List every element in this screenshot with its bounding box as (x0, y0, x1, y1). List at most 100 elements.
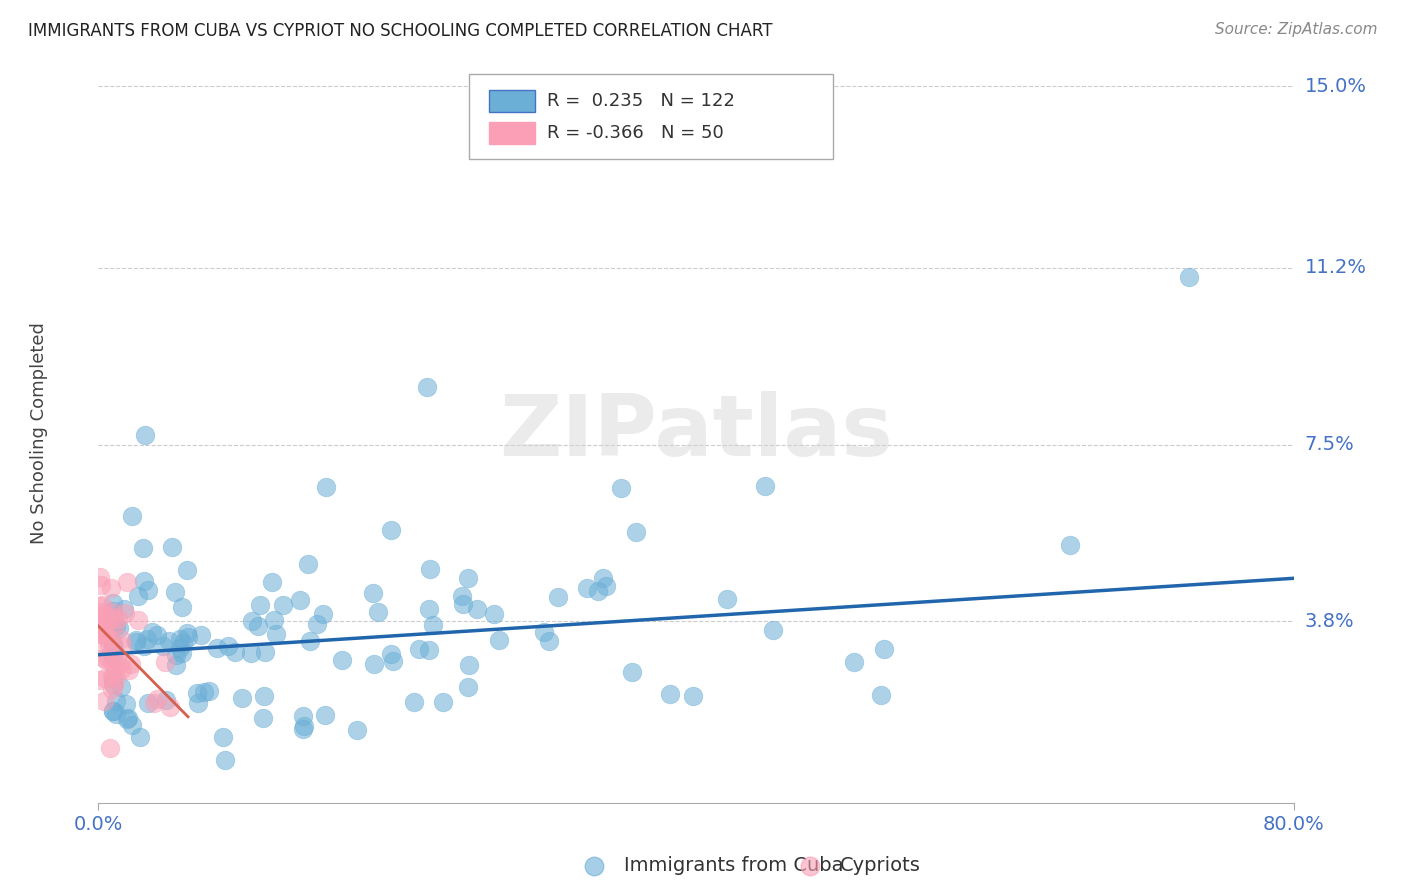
Point (136, 632, 159, 646)
Point (404, 695, 426, 709)
Point (1059, 537, 1081, 551)
Point (103, 677, 125, 691)
Point (90, 577, 112, 591)
Text: IMMIGRANTS FROM CUBA VS CYPRIOT NO SCHOOLING COMPLETED CORRELATION CHART: IMMIGRANTS FROM CUBA VS CYPRIOT NO SCHOO… (28, 22, 773, 40)
Point (299, 633, 322, 648)
Text: 11.2%: 11.2% (1305, 259, 1367, 277)
Point (93, 624, 115, 638)
Point (115, 575, 138, 590)
Point (89, 615, 111, 630)
Point (187, 696, 209, 710)
Point (621, 665, 644, 679)
Point (103, 671, 125, 685)
Point (262, 574, 284, 589)
Point (121, 718, 143, 732)
Point (246, 619, 269, 633)
Point (451, 597, 474, 611)
Point (231, 691, 253, 706)
Point (488, 632, 510, 647)
Point (101, 605, 124, 619)
FancyBboxPatch shape (489, 121, 534, 144)
Point (314, 707, 336, 722)
Point (93, 693, 115, 707)
Point (103, 596, 125, 610)
Point (132, 541, 155, 556)
Point (112, 601, 135, 615)
Point (422, 618, 444, 632)
Point (165, 657, 187, 672)
Point (121, 508, 143, 523)
Point (249, 598, 271, 612)
Point (1178, 270, 1201, 285)
Point (103, 667, 125, 681)
Point (418, 601, 440, 615)
Point (115, 698, 138, 712)
Point (264, 626, 287, 640)
Point (217, 639, 239, 653)
Point (595, 579, 617, 593)
Point (97, 632, 120, 647)
Point (101, 610, 124, 624)
Point (176, 563, 198, 577)
Text: Cypriots: Cypriots (839, 856, 921, 875)
Point (658, 687, 681, 701)
Point (297, 557, 319, 571)
Point (162, 541, 184, 555)
Point (152, 639, 174, 653)
Point (588, 583, 610, 598)
Point (169, 640, 191, 655)
Point (125, 632, 148, 647)
Point (172, 599, 194, 614)
Point (197, 683, 219, 698)
Point (165, 585, 187, 599)
Text: ZIPatlas: ZIPatlas (499, 391, 893, 475)
Point (127, 589, 149, 603)
Point (153, 655, 176, 669)
Point (240, 646, 263, 660)
Point (176, 626, 198, 640)
Point (103, 704, 125, 718)
Point (416, 380, 439, 394)
Point (610, 481, 633, 495)
Point (110, 632, 132, 646)
Point (169, 632, 191, 646)
Point (134, 428, 156, 442)
Point (419, 562, 441, 576)
Point (110, 680, 132, 694)
Point (457, 680, 479, 694)
Point (96, 625, 118, 640)
Point (90, 615, 112, 629)
Point (98, 741, 121, 756)
Point (104, 671, 127, 685)
Point (872, 642, 894, 657)
Point (193, 685, 215, 699)
Point (100, 581, 122, 595)
Point (108, 621, 131, 635)
Point (363, 657, 385, 671)
Point (165, 648, 187, 663)
Point (146, 691, 169, 706)
Point (870, 689, 893, 703)
Point (186, 686, 208, 700)
Point (134, 574, 156, 589)
Point (94, 671, 117, 685)
Point (89, 599, 111, 614)
Point (136, 583, 159, 598)
FancyBboxPatch shape (470, 73, 834, 159)
Point (132, 639, 155, 653)
Point (382, 654, 405, 668)
Point (104, 617, 127, 632)
Point (89, 609, 111, 624)
Point (205, 640, 228, 655)
Point (97, 637, 120, 651)
Point (143, 696, 166, 710)
Point (125, 635, 148, 649)
Point (315, 480, 337, 494)
Point (107, 612, 129, 626)
Point (94, 653, 117, 667)
Point (105, 651, 128, 665)
Point (576, 582, 599, 596)
Point (93, 607, 115, 622)
Point (111, 639, 134, 653)
Point (465, 601, 488, 615)
